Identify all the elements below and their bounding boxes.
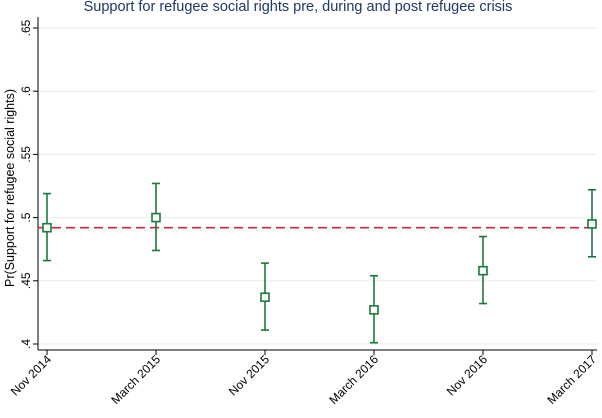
data-marks xyxy=(42,182,597,344)
y-tick-label: .45 xyxy=(19,272,33,289)
grid-lines xyxy=(38,27,597,345)
point-marker xyxy=(260,292,270,303)
chart-title: Support for refugee social rights pre, d… xyxy=(84,0,513,15)
y-tick-label: .55 xyxy=(19,146,33,163)
y-tick-label: .65 xyxy=(19,19,33,36)
point-marker xyxy=(478,265,488,276)
point-marker xyxy=(42,222,52,233)
y-axis-label: Pr(Support for refugee social rights) xyxy=(3,89,17,287)
y-tick-label: .4 xyxy=(19,339,33,349)
y-tick-label: .6 xyxy=(19,86,33,96)
point-marker xyxy=(151,212,161,223)
y-tick-label: .5 xyxy=(19,212,33,222)
point-marker xyxy=(587,219,597,229)
point-marker xyxy=(369,305,379,315)
